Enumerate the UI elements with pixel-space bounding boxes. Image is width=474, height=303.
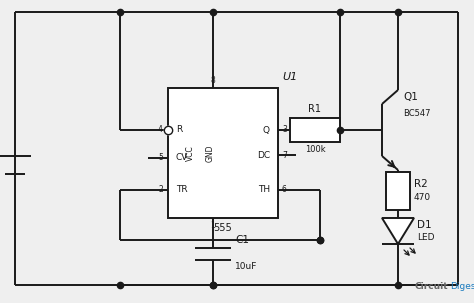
Text: LED: LED: [417, 234, 435, 242]
Text: VCC: VCC: [185, 145, 194, 161]
Text: R1: R1: [309, 104, 321, 114]
Text: D1: D1: [417, 220, 432, 230]
Text: Q1: Q1: [403, 92, 418, 102]
Text: 5: 5: [158, 154, 163, 162]
Text: 3: 3: [282, 125, 287, 135]
Text: 2: 2: [158, 185, 163, 195]
Text: 470: 470: [414, 194, 431, 202]
Bar: [290, 118, 340, 142]
Text: U1: U1: [282, 72, 297, 82]
Text: R2: R2: [414, 179, 428, 189]
Text: 100k: 100k: [305, 145, 325, 154]
Text: 10uF: 10uF: [235, 262, 257, 271]
Text: 7: 7: [282, 151, 287, 159]
Text: C1: C1: [235, 235, 249, 245]
Text: 555: 555: [214, 223, 232, 233]
Text: Digest: Digest: [450, 282, 474, 291]
Text: GND: GND: [206, 144, 215, 162]
Text: 4: 4: [158, 125, 163, 135]
Text: Q: Q: [263, 125, 270, 135]
Polygon shape: [382, 218, 414, 244]
Text: TH: TH: [258, 185, 270, 195]
Bar: [386, 172, 410, 210]
Text: Circuit: Circuit: [415, 282, 448, 291]
Text: CV: CV: [176, 154, 188, 162]
Text: R: R: [176, 125, 182, 135]
Text: 1: 1: [210, 221, 215, 230]
Text: 6: 6: [282, 185, 287, 195]
Text: 8: 8: [210, 76, 215, 85]
Bar: [168, 88, 278, 218]
Text: DC: DC: [257, 151, 270, 159]
Text: BC547: BC547: [403, 109, 430, 118]
Text: TR: TR: [176, 185, 188, 195]
